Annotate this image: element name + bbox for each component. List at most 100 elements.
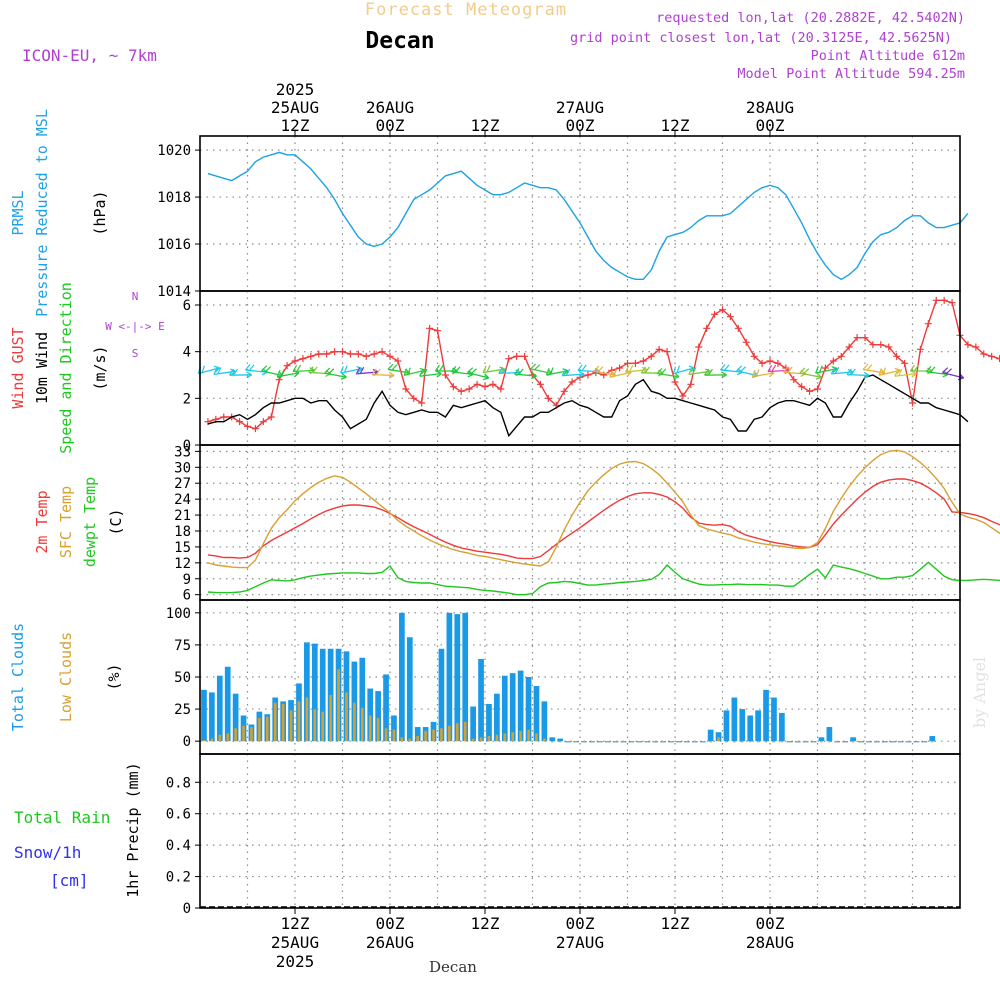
wind-barb-shaft bbox=[657, 372, 680, 378]
total-cloud-bar bbox=[391, 715, 397, 742]
low-cloud-bar bbox=[345, 692, 348, 742]
gust-marker bbox=[497, 385, 505, 393]
wind-barb bbox=[229, 368, 252, 379]
wind-barb-shaft bbox=[372, 374, 395, 377]
gust-marker bbox=[434, 327, 441, 335]
wind-barb-feather bbox=[261, 365, 268, 372]
low-cloud-bar bbox=[353, 702, 356, 742]
gust-marker bbox=[940, 296, 948, 304]
wind-barb-shaft bbox=[831, 371, 854, 375]
gust-marker bbox=[726, 313, 734, 321]
gust-marker bbox=[236, 418, 244, 426]
wind-barb-feather bbox=[767, 365, 773, 372]
gust-marker bbox=[315, 350, 323, 358]
wind-barb-feather bbox=[450, 365, 457, 373]
low-cloud-bar bbox=[273, 702, 277, 742]
y-tick-label: 0.6 bbox=[166, 807, 191, 823]
gust-marker bbox=[624, 359, 631, 367]
panel-axis-label: (C) bbox=[107, 508, 125, 535]
y-tick-label: 0.8 bbox=[166, 775, 191, 791]
low-cloud-bar bbox=[432, 729, 435, 742]
total-cloud-bar bbox=[209, 692, 215, 742]
low-cloud-bar bbox=[210, 738, 214, 742]
low-cloud-bar bbox=[622, 741, 625, 743]
low-cloud-bar bbox=[907, 741, 910, 743]
gust-marker bbox=[750, 352, 758, 360]
wind-barb-feather bbox=[375, 368, 381, 376]
low-cloud-bar bbox=[867, 741, 871, 743]
wind-barb-feather bbox=[751, 369, 756, 377]
gust-marker bbox=[544, 394, 552, 402]
wind-barb-head bbox=[340, 372, 347, 380]
wind-barb-feather bbox=[466, 367, 474, 374]
wind-barb-shaft bbox=[514, 373, 537, 377]
low-cloud-bar bbox=[915, 741, 918, 743]
time-label-top: 12Z bbox=[471, 116, 500, 135]
time-label-bottom: 12Z bbox=[471, 914, 500, 933]
gust-marker bbox=[639, 357, 647, 365]
wind-barb-head bbox=[815, 372, 822, 380]
gust-marker bbox=[251, 425, 259, 433]
wind-barb-feather bbox=[419, 369, 424, 377]
y-tick-label: 0.4 bbox=[166, 838, 191, 854]
wind-barb-shaft bbox=[847, 374, 870, 377]
wind-barb-feather bbox=[628, 364, 634, 372]
gust-marker bbox=[362, 352, 370, 360]
low-cloud-bar bbox=[741, 741, 744, 743]
gust-marker bbox=[893, 352, 901, 360]
low-cloud-bar bbox=[836, 741, 839, 743]
gust-marker bbox=[339, 348, 346, 356]
gust-marker bbox=[394, 357, 402, 365]
gust-marker bbox=[869, 341, 877, 349]
wind-barb bbox=[925, 365, 949, 378]
low-cloud-bar bbox=[511, 732, 514, 742]
wind-barb-feather bbox=[434, 364, 440, 372]
low-cloud-bar bbox=[416, 736, 419, 742]
gust-marker bbox=[370, 350, 378, 358]
wind-barb-feather bbox=[803, 368, 810, 375]
gust-marker bbox=[885, 343, 893, 351]
y-tick-label: 75 bbox=[174, 638, 191, 654]
total-cloud-bar bbox=[533, 685, 540, 742]
panel-axis-label: (%) bbox=[105, 663, 123, 690]
wind-barb-feather bbox=[371, 368, 377, 376]
wind-barb-feather bbox=[498, 366, 504, 374]
wind-barb bbox=[656, 367, 680, 380]
total-cloud-bar bbox=[406, 637, 413, 742]
wind-barb-feather bbox=[359, 366, 365, 374]
wind-barb-shaft bbox=[277, 372, 300, 378]
wind-barb-feather bbox=[799, 367, 806, 374]
wind-barb-feather bbox=[213, 367, 218, 375]
time-label-bottom: 26AUG bbox=[366, 933, 414, 952]
low-cloud-bar bbox=[923, 741, 926, 743]
gust-marker bbox=[513, 352, 521, 360]
gust-marker bbox=[774, 359, 782, 367]
gust-marker bbox=[980, 350, 988, 358]
wind-barb-feather bbox=[312, 366, 318, 373]
compass-north: N bbox=[132, 290, 139, 303]
wind-barb bbox=[514, 368, 537, 380]
time-label-bottom: 12Z bbox=[661, 914, 690, 933]
time-label-top: 25AUG bbox=[271, 98, 319, 117]
point-altitude: Point Altitude 612m bbox=[811, 48, 965, 64]
total-cloud-bar bbox=[517, 670, 524, 742]
wind-barb-feather bbox=[878, 368, 883, 376]
wind-barb-head bbox=[531, 372, 537, 380]
wind-barb-feather bbox=[925, 365, 932, 373]
gust-marker bbox=[536, 380, 544, 388]
wind-barb-feather bbox=[771, 364, 777, 372]
wind-barb-feather bbox=[783, 366, 789, 373]
gust-marker bbox=[584, 371, 592, 379]
gust-marker bbox=[441, 371, 449, 379]
y-tick-label: 1014 bbox=[157, 284, 191, 300]
precip-legend-label: [cm] bbox=[50, 871, 89, 890]
wind-barb-feather bbox=[894, 369, 899, 377]
wind-barb-feather bbox=[280, 369, 285, 377]
gust-marker bbox=[687, 380, 695, 388]
total-cloud-bar bbox=[850, 737, 856, 742]
compass-west-east: W <-|-> E bbox=[105, 320, 165, 333]
total-cloud-bar bbox=[739, 709, 746, 742]
y-tick-label: 6 bbox=[183, 588, 191, 604]
total-cloud-bar bbox=[319, 648, 326, 742]
wind-barb-feather bbox=[898, 369, 903, 377]
